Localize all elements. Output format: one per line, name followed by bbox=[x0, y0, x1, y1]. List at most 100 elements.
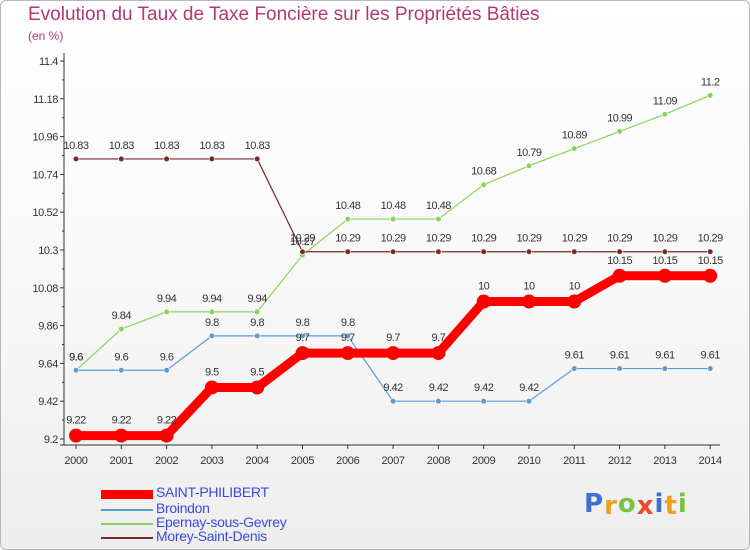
x-tick-label: 2013 bbox=[653, 455, 676, 467]
morey-saint-denis-point bbox=[208, 155, 215, 163]
legend-swatch bbox=[101, 509, 153, 511]
morey-saint-denis-data-label: 10.29 bbox=[562, 233, 587, 245]
legend-swatch bbox=[101, 537, 153, 539]
broindon-data-label: 9.61 bbox=[700, 350, 720, 362]
saint-philibert-point bbox=[567, 294, 582, 309]
broindon-data-label: 9.8 bbox=[205, 317, 219, 329]
saint-philibert-data-label: 10 bbox=[569, 281, 581, 293]
logo-letter: o bbox=[617, 489, 637, 519]
saint-philibert-point bbox=[159, 428, 174, 443]
morey-saint-denis-point bbox=[299, 248, 306, 255]
epernay-sous-gevrey-point bbox=[525, 162, 533, 169]
x-tick-label: 2003 bbox=[200, 455, 223, 467]
y-tick-label: 10.52 bbox=[32, 207, 58, 219]
saint-philibert-data-label: 9.7 bbox=[432, 332, 446, 344]
saint-philibert-data-label: 9.7 bbox=[386, 332, 400, 344]
morey-saint-denis-point bbox=[707, 248, 714, 255]
broindon-point bbox=[72, 367, 80, 374]
epernay-sous-gevrey-data-label: 9.6 bbox=[69, 351, 83, 363]
epernay-sous-gevrey-point bbox=[118, 325, 125, 333]
logo-letter: r bbox=[604, 491, 618, 521]
epernay-sous-gevrey-data-label: 10.68 bbox=[471, 166, 496, 178]
broindon-data-label: 9.8 bbox=[250, 317, 264, 329]
logo-letter: x bbox=[636, 491, 655, 521]
saint-philibert-point bbox=[476, 294, 491, 309]
logo-letter: t bbox=[664, 491, 678, 521]
broindon-point bbox=[661, 365, 669, 372]
morey-saint-denis-data-label: 10.29 bbox=[652, 233, 677, 245]
morey-saint-denis-point bbox=[480, 248, 487, 255]
morey-saint-denis-point bbox=[616, 248, 623, 255]
saint-philibert-data-label: 10.15 bbox=[698, 255, 723, 267]
broindon-point bbox=[299, 332, 306, 340]
x-tick-label: 2005 bbox=[291, 455, 314, 467]
saint-philibert-point bbox=[295, 346, 310, 361]
saint-philibert-data-label: 10.15 bbox=[652, 255, 677, 267]
morey-saint-denis-point bbox=[525, 248, 533, 255]
saint-philibert-point bbox=[612, 268, 627, 283]
morey-saint-denis-data-label: 10.83 bbox=[199, 140, 224, 152]
y-tick-label: 10.74 bbox=[32, 169, 58, 181]
saint-philibert-point bbox=[431, 346, 446, 361]
x-tick-label: 2000 bbox=[64, 455, 87, 467]
legend-label: Broindon bbox=[156, 500, 210, 516]
epernay-sous-gevrey-data-label: 11.2 bbox=[701, 76, 720, 88]
x-tick-label: 2011 bbox=[563, 455, 586, 467]
morey-saint-denis-data-label: 10.83 bbox=[109, 140, 134, 152]
epernay-sous-gevrey-point bbox=[616, 128, 623, 135]
epernay-sous-gevrey-point bbox=[480, 181, 487, 188]
broindon-data-label: 9.42 bbox=[429, 382, 449, 394]
y-tick-label: 11.18 bbox=[33, 94, 58, 106]
broindon-data-label: 9.6 bbox=[160, 351, 174, 363]
x-tick-label: 2014 bbox=[699, 455, 722, 467]
logo-letter: P bbox=[584, 489, 605, 519]
epernay-sous-gevrey-data-label: 9.84 bbox=[112, 310, 132, 322]
x-tick-label: 2004 bbox=[246, 455, 269, 467]
epernay-sous-gevrey-data-label: 10.99 bbox=[607, 112, 632, 124]
broindon-data-label: 9.6 bbox=[114, 351, 128, 363]
saint-philibert-data-label: 9.7 bbox=[341, 332, 355, 344]
proxiti-logo: Proxiti bbox=[584, 489, 688, 521]
logo-letter: i bbox=[677, 489, 688, 519]
broindon-data-label: 9.8 bbox=[296, 317, 310, 329]
y-tick-label: 10.08 bbox=[32, 283, 58, 295]
saint-philibert-data-label: 10 bbox=[523, 281, 535, 293]
saint-philibert-data-label: 10.15 bbox=[607, 255, 632, 267]
broindon-point bbox=[480, 398, 487, 405]
x-tick-label: 2012 bbox=[608, 455, 631, 467]
x-tick-label: 2001 bbox=[110, 455, 133, 467]
broindon-data-label: 9.42 bbox=[383, 382, 403, 394]
x-tick-label: 2009 bbox=[472, 455, 495, 467]
morey-saint-denis-data-label: 10.29 bbox=[516, 233, 541, 245]
epernay-sous-gevrey-point bbox=[435, 215, 442, 223]
morey-saint-denis-point bbox=[163, 155, 170, 163]
epernay-sous-gevrey-point bbox=[254, 308, 261, 315]
epernay-sous-gevrey-point bbox=[707, 92, 714, 99]
epernay-sous-gevrey-data-label: 9.94 bbox=[202, 293, 222, 305]
morey-saint-denis-point bbox=[390, 248, 397, 255]
saint-philibert-data-label: 9.22 bbox=[66, 415, 86, 427]
broindon-point bbox=[435, 398, 442, 405]
broindon-point bbox=[118, 367, 125, 374]
morey-saint-denis-point bbox=[254, 155, 261, 163]
saint-philibert-data-label: 9.22 bbox=[112, 415, 132, 427]
morey-saint-denis-data-label: 10.29 bbox=[471, 233, 496, 245]
epernay-sous-gevrey-data-label: 10.79 bbox=[516, 147, 541, 159]
broindon-data-label: 9.42 bbox=[519, 382, 539, 394]
saint-philibert-data-label: 9.22 bbox=[157, 415, 177, 427]
broindon-point bbox=[525, 398, 533, 405]
saint-philibert-point bbox=[250, 380, 265, 395]
epernay-sous-gevrey-point bbox=[571, 145, 578, 152]
broindon-point bbox=[208, 332, 215, 340]
x-tick-label: 2008 bbox=[427, 455, 450, 467]
epernay-sous-gevrey-data-label: 10.48 bbox=[426, 200, 451, 212]
y-tick-label: 9.64 bbox=[38, 358, 58, 370]
morey-saint-denis-data-label: 10.29 bbox=[698, 233, 723, 245]
epernay-sous-gevrey-point bbox=[344, 215, 351, 223]
epernay-sous-gevrey-point bbox=[163, 308, 170, 315]
saint-philibert-point bbox=[204, 380, 219, 395]
epernay-sous-gevrey-data-label: 11.09 bbox=[653, 95, 678, 107]
epernay-sous-gevrey-point bbox=[208, 308, 215, 315]
saint-philibert-point bbox=[522, 294, 536, 309]
